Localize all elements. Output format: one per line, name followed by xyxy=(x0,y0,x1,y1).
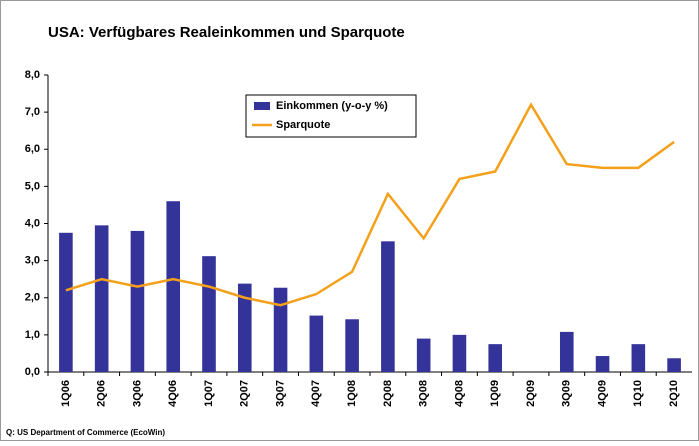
source: Q: US Department of Commerce (EcoWin) xyxy=(6,428,165,437)
legend-box xyxy=(245,94,417,138)
x-tick-label: 2Q10 xyxy=(668,380,680,407)
bar xyxy=(488,344,503,372)
bar xyxy=(94,225,109,372)
x-tick-label: 4Q08 xyxy=(453,380,465,407)
x-tick-label: 1Q10 xyxy=(632,380,644,407)
y-tick-label: 8,0 xyxy=(25,69,40,81)
bar xyxy=(130,230,145,372)
legend-swatch xyxy=(254,102,270,110)
y-tick-label: 6,0 xyxy=(25,143,40,155)
bar xyxy=(631,344,646,372)
x-tick-label: 1Q07 xyxy=(203,380,215,407)
y-tick-label: 2,0 xyxy=(25,292,40,304)
bar xyxy=(59,232,73,372)
bar xyxy=(166,201,181,372)
x-tick-label: 3Q07 xyxy=(274,380,286,407)
line xyxy=(65,102,675,307)
bar xyxy=(416,338,431,372)
y-tick-label: 5,0 xyxy=(25,180,40,192)
bar xyxy=(237,283,252,372)
x-tick-label: 4Q07 xyxy=(310,380,322,407)
x-tick-label: 2Q06 xyxy=(96,380,108,407)
x-tick-label: 2Q09 xyxy=(525,380,537,407)
y-tick-label: 0,0 xyxy=(25,366,40,378)
x-tick-label: 2Q07 xyxy=(239,380,251,407)
bar xyxy=(273,287,288,372)
bar xyxy=(452,334,467,372)
y-tick-label: 7,0 xyxy=(25,106,40,118)
chart-title: USA: Verfügbares Realeinkommen und Sparq… xyxy=(48,24,405,41)
legend-label: Einkommen (y-o-y %) xyxy=(276,100,388,112)
x-tick-label: 3Q06 xyxy=(131,380,143,407)
legend-label: Sparquote xyxy=(276,119,330,131)
y-tick-label: 4,0 xyxy=(25,217,40,229)
bar xyxy=(381,241,395,372)
bar xyxy=(202,256,216,372)
bar xyxy=(309,315,324,372)
x-tick-label: 1Q09 xyxy=(489,380,501,407)
bar xyxy=(345,319,359,372)
x-tick-label: 4Q06 xyxy=(167,380,179,407)
y-tick-label: 1,0 xyxy=(25,329,40,341)
x-tick-label: 2Q08 xyxy=(382,380,394,407)
x-tick-label: 3Q09 xyxy=(561,380,573,407)
bar xyxy=(595,356,610,372)
y-tick-label: 3,0 xyxy=(25,255,40,267)
bar xyxy=(559,331,574,372)
x-tick-label: 1Q06 xyxy=(60,380,72,407)
x-tick-label: 4Q09 xyxy=(596,380,608,407)
x-tick-label: 1Q08 xyxy=(346,380,358,407)
x-tick-label: 3Q08 xyxy=(418,380,430,407)
bar xyxy=(667,358,681,372)
